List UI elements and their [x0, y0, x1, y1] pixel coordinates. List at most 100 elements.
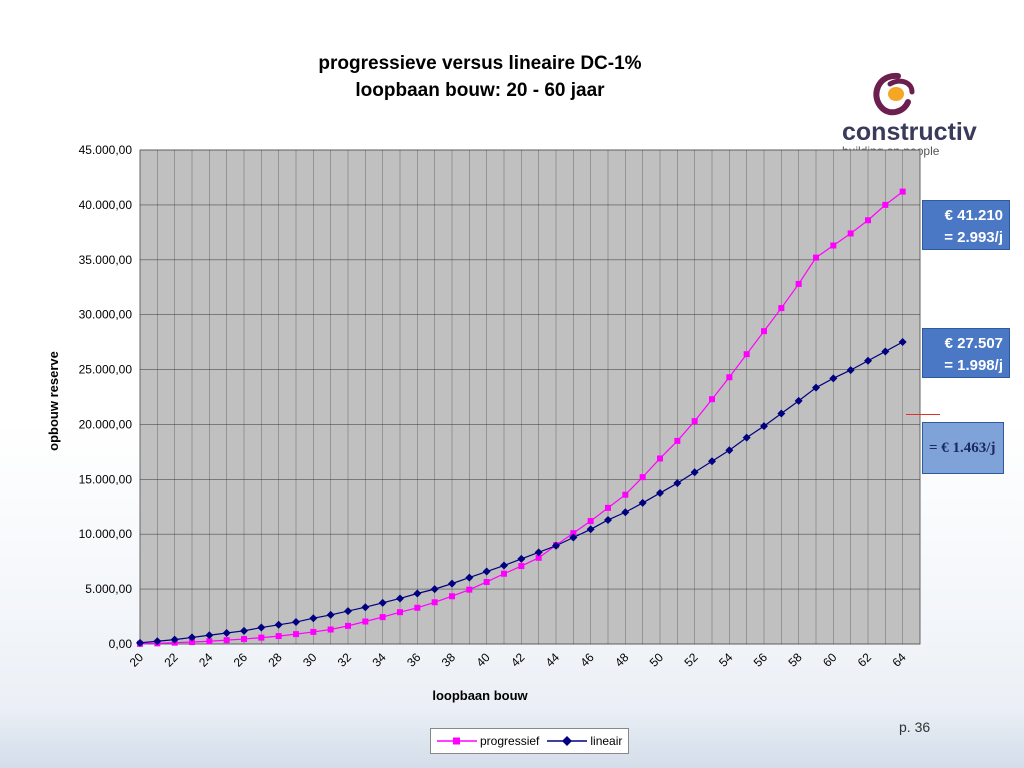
chart-title-line2: loopbaan bouw: 20 - 60 jaar [355, 80, 605, 101]
x-tick-label: 56 [751, 650, 771, 670]
constructiv-logo-icon [873, 72, 915, 116]
data-point-lineair [794, 396, 803, 405]
x-tick-label: 20 [127, 650, 147, 670]
callout-progressive-per-year: = 2.993/j [944, 229, 1003, 246]
chart-title: progressieve versus lineaire DC-1% loopb… [230, 50, 730, 104]
data-point-lineair [482, 567, 491, 576]
data-point-lineair [812, 383, 820, 392]
data-point-lineair [604, 515, 612, 524]
data-point-lineair [621, 508, 630, 517]
data-point-lineair [326, 610, 335, 619]
data-point-lineair [881, 347, 890, 356]
legend-marker-lineair-icon [547, 736, 588, 746]
x-tick-label: 40 [473, 650, 493, 670]
data-point-lineair [136, 638, 144, 647]
y-axis-label: opbouw reserve [46, 351, 61, 451]
data-point-lineair [742, 433, 751, 442]
x-tick-label: 44 [543, 650, 563, 670]
callout-third-per-year: = € 1.463/j [929, 440, 996, 456]
data-point-progressief [865, 217, 871, 224]
x-tick-label: 34 [369, 650, 389, 670]
callout-progressive-amount: € 41.210 [944, 207, 1003, 224]
data-point-lineair [760, 422, 768, 431]
x-tick-label: 26 [231, 650, 251, 670]
data-point-progressief [778, 305, 785, 312]
data-point-lineair [777, 409, 786, 418]
data-point-progressief [189, 639, 195, 646]
data-point-lineair [153, 637, 162, 646]
data-point-progressief [830, 242, 837, 249]
x-tick-label: 30 [300, 650, 320, 670]
data-point-progressief [223, 637, 230, 644]
x-tick-label: 42 [508, 650, 528, 670]
chart-title-line1: progressieve versus lineaire DC-1% [318, 53, 642, 74]
data-point-lineair [292, 618, 300, 627]
data-point-lineair [517, 554, 526, 563]
data-point-progressief [466, 586, 473, 593]
x-tick-label: 38 [439, 650, 459, 670]
data-point-progressief [709, 396, 715, 403]
page-number: p. 36 [899, 719, 931, 735]
legend-label-progressief: progressief [480, 734, 540, 748]
data-point-lineair [448, 579, 456, 588]
legend-item-lineair: lineair [547, 734, 622, 748]
data-point-progressief [761, 328, 767, 335]
chart-legend: progressief lineair [430, 728, 630, 754]
x-tick-label: 36 [404, 650, 424, 670]
x-tick-label: 60 [820, 650, 840, 670]
legend-item-progressief: progressief [437, 734, 539, 748]
x-axis-label: loopbaan bouw [432, 688, 528, 703]
data-point-lineair [552, 541, 560, 550]
x-tick-label: 46 [577, 650, 597, 670]
y-tick-label: 20.000,00 [79, 417, 133, 431]
logo-wordmark: constructiv [842, 118, 977, 146]
data-point-lineair [257, 623, 266, 632]
data-point-progressief [657, 455, 663, 462]
data-point-progressief [345, 622, 351, 629]
data-point-lineair [344, 607, 352, 616]
callout-third: = € 1.463/j [922, 422, 1004, 474]
callout-linear: € 27.507 = 1.998/j [922, 328, 1010, 378]
data-point-progressief [397, 609, 403, 616]
data-point-lineair [430, 585, 439, 594]
data-point-lineair [188, 633, 196, 642]
data-point-progressief [327, 626, 334, 633]
y-tick-label: 30.000,00 [79, 308, 133, 322]
data-point-progressief [293, 631, 299, 638]
data-point-progressief [535, 554, 542, 561]
red-divider-line [906, 414, 940, 415]
data-point-lineair [690, 468, 699, 477]
data-point-progressief [483, 578, 490, 585]
y-tick-label: 10.000,00 [79, 527, 133, 541]
data-point-lineair [638, 498, 647, 507]
x-tick-label: 32 [335, 650, 355, 670]
data-point-lineair [274, 620, 283, 629]
data-point-progressief [847, 230, 854, 237]
legend-marker-progressief-icon [437, 737, 477, 745]
data-point-lineair [205, 631, 214, 640]
callout-linear-per-year: = 1.998/j [944, 357, 1003, 374]
data-point-lineair [673, 479, 682, 488]
data-point-lineair [465, 573, 474, 582]
data-point-progressief [691, 418, 698, 425]
data-point-progressief [587, 518, 594, 525]
data-point-lineair [829, 374, 838, 383]
legend-label-lineair: lineair [590, 734, 623, 748]
data-point-progressief [379, 614, 386, 621]
callout-linear-amount: € 27.507 [944, 335, 1003, 352]
y-tick-label: 15.000,00 [79, 472, 133, 486]
data-point-progressief [206, 638, 213, 645]
x-tick-label: 24 [196, 650, 216, 670]
data-point-progressief [899, 188, 906, 195]
x-tick-label: 54 [716, 650, 736, 670]
data-point-progressief [275, 633, 282, 640]
data-point-progressief [258, 634, 265, 641]
data-point-lineair [170, 635, 179, 644]
data-point-lineair [708, 457, 716, 466]
data-point-progressief [605, 504, 611, 511]
data-point-progressief [570, 530, 577, 537]
x-tick-label: 22 [161, 650, 181, 670]
data-point-lineair [378, 598, 387, 607]
data-point-lineair [222, 629, 231, 638]
